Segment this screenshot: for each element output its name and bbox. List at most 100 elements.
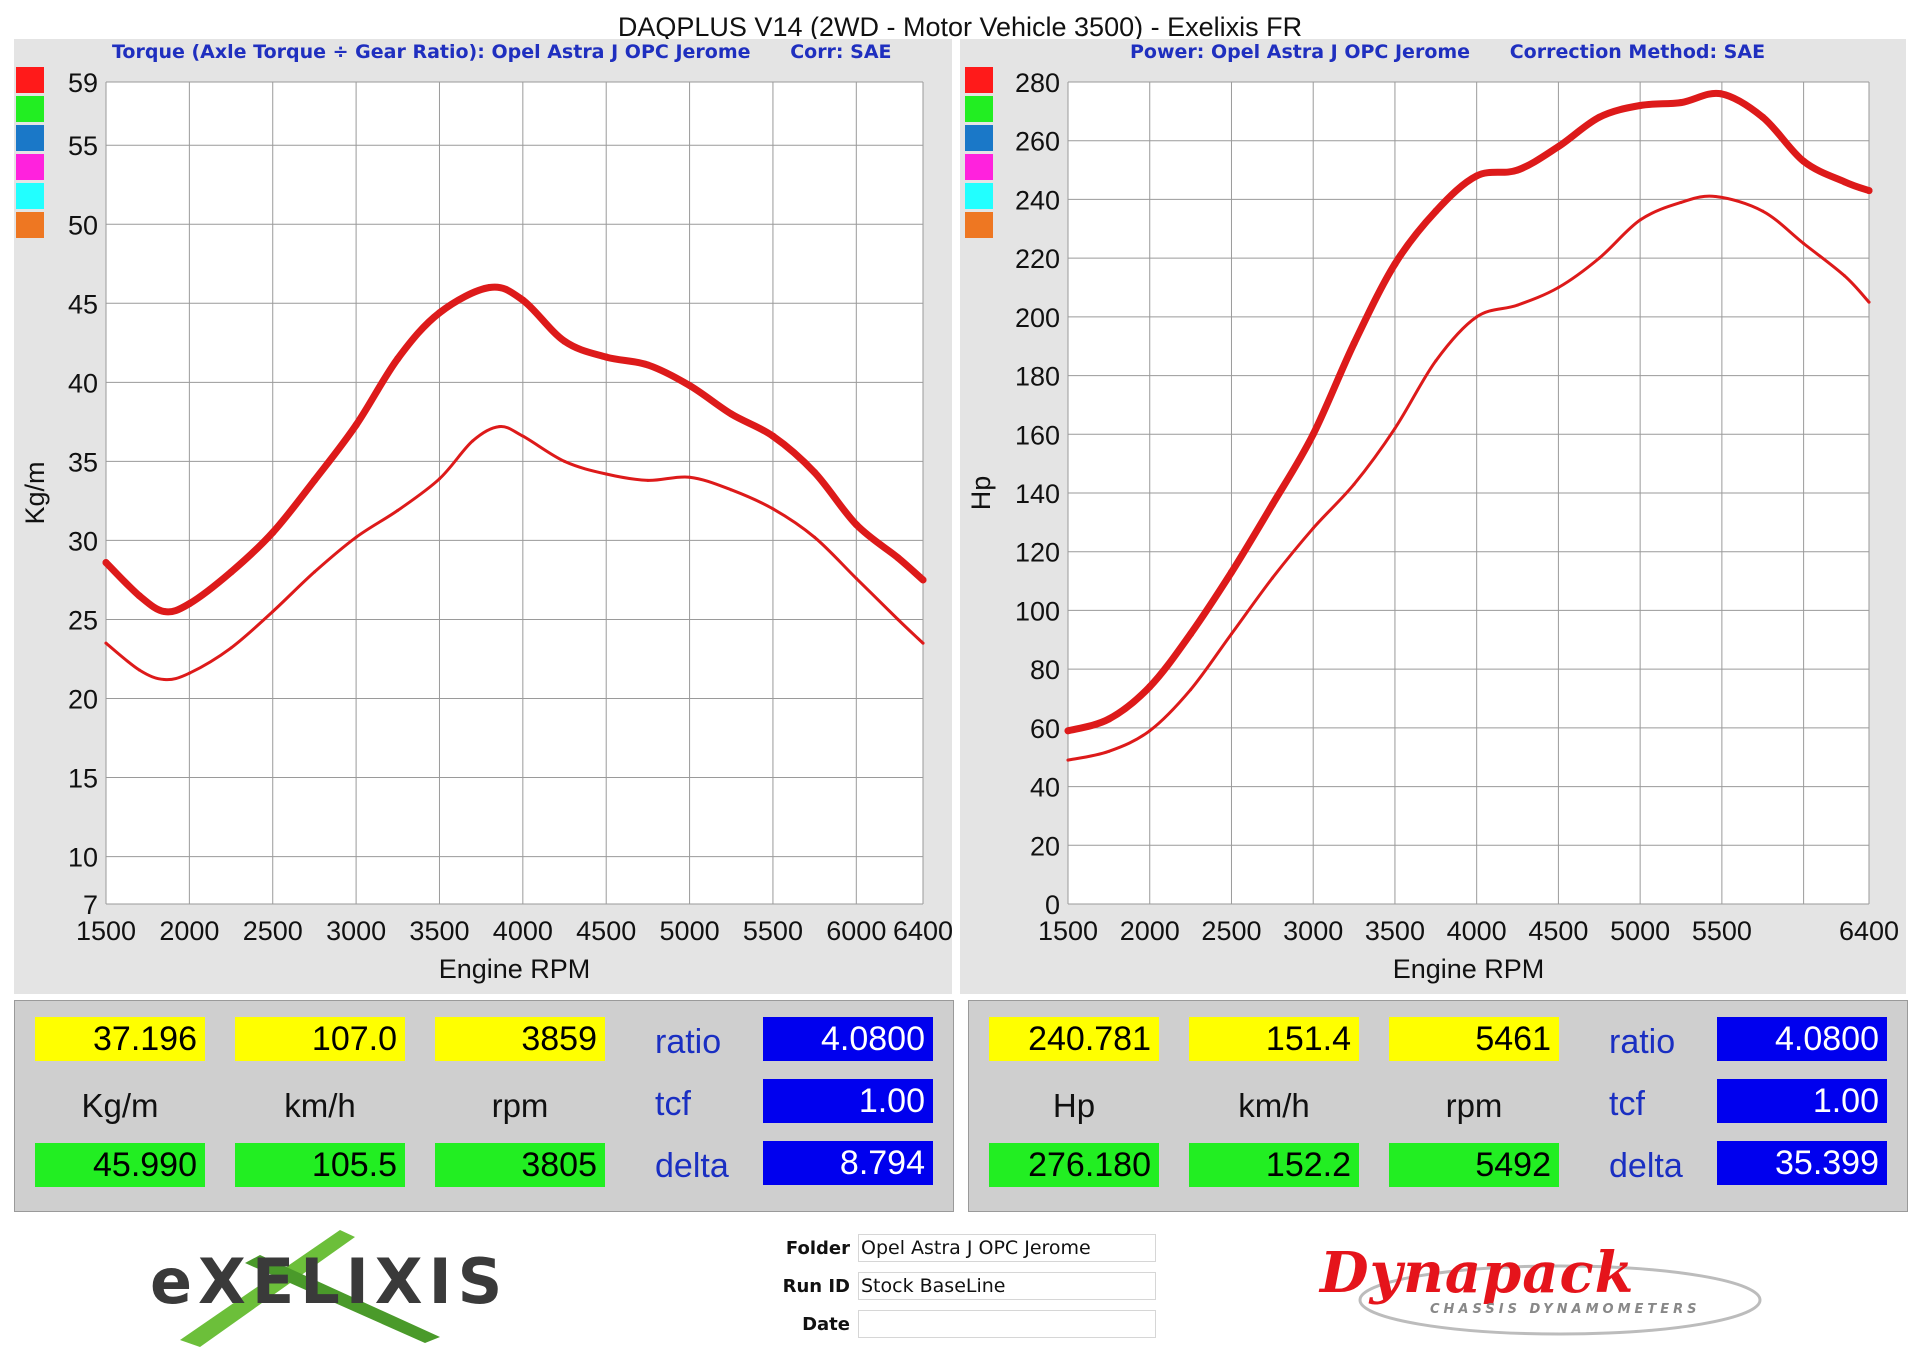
- power-series-2-point: [1475, 315, 1479, 319]
- power-y-tick-label: 20: [1030, 831, 1060, 861]
- readout-delta-value: 35.399: [1717, 1141, 1887, 1185]
- power-series-1-point: [1677, 99, 1685, 107]
- field-value-run-id[interactable]: Stock BaseLine: [858, 1272, 1156, 1300]
- field-label-folder: Folder: [785, 1238, 850, 1259]
- power-series-2-point: [1434, 359, 1438, 363]
- field-label-run-id: Run ID: [782, 1276, 850, 1297]
- readout-ratio-value: 4.0800: [1717, 1017, 1887, 1061]
- power-x-tick-label: 4500: [1528, 916, 1588, 946]
- torque-y-axis-label: Kg/m: [20, 461, 50, 524]
- readout-yellow-value: 240.781: [989, 1017, 1159, 1061]
- torque-series-1-point: [919, 576, 927, 584]
- series-color-swatch[interactable]: [965, 183, 993, 209]
- series-color-swatch[interactable]: [965, 125, 993, 151]
- power-y-axis-label: Hp: [966, 476, 996, 511]
- torque-series-2-point: [646, 478, 650, 482]
- torque-series-2-point: [854, 576, 858, 580]
- readout-ratio-label: ratio: [1609, 1023, 1676, 1061]
- torque-plot: 7 10 15 20 25 30 35 40 45 50 55 59 1500 2000 2500 3000 3…: [20, 68, 952, 984]
- power-series-2-point: [1270, 576, 1274, 580]
- series-color-swatch[interactable]: [16, 96, 44, 122]
- torque-series-line-1: [102, 283, 927, 616]
- torque-series-2-point: [162, 678, 166, 682]
- torque-y-tick-label: 40: [68, 368, 98, 398]
- torque-y-tick-label: 59: [68, 68, 98, 98]
- power-series-2-point: [1352, 482, 1356, 486]
- power-series-2-point: [1516, 303, 1520, 307]
- power-series-1-point: [1554, 143, 1562, 151]
- torque-series-1-point: [852, 521, 860, 529]
- readout-unit-label: Kg/m: [81, 1087, 159, 1124]
- torque-x-tick-label: 6000: [826, 916, 886, 946]
- power-y-tick-label: 240: [1015, 185, 1060, 215]
- torque-series-1-point: [769, 432, 777, 440]
- power-series-1-point: [1717, 90, 1725, 98]
- torque-series-1-point: [394, 355, 402, 363]
- torque-series-1-point: [102, 559, 110, 567]
- series-color-swatch[interactable]: [965, 67, 993, 93]
- power-chart-panel: Power: Opel Astra J OPC Jerome Correctio…: [960, 39, 1906, 994]
- series-color-swatch[interactable]: [16, 67, 44, 93]
- power-y-tick-label: 100: [1015, 596, 1060, 626]
- series-color-swatch[interactable]: [965, 96, 993, 122]
- torque-x-tick-label: 5500: [743, 916, 803, 946]
- report-title: DAQPLUS V14 (2WD - Motor Vehicle 3500) -…: [617, 12, 1303, 42]
- torque-series-2-point: [563, 459, 567, 463]
- field-value-folder[interactable]: Opel Astra J OPC Jerome: [858, 1234, 1156, 1262]
- readout-delta-label: delta: [655, 1147, 729, 1185]
- series-color-swatch[interactable]: [965, 154, 993, 180]
- power-series-1-point: [1840, 178, 1848, 186]
- torque-series-2-point: [437, 477, 441, 481]
- power-series-2-point: [1761, 209, 1765, 213]
- torque-y-tick-label: 35: [68, 447, 98, 477]
- readout-green-value: 3805: [435, 1143, 605, 1187]
- series-color-swatch[interactable]: [16, 154, 44, 180]
- readout-green-value: 105.5: [235, 1143, 405, 1187]
- torque-x-tick-label: 3500: [409, 916, 469, 946]
- power-y-tick-label: 200: [1015, 303, 1060, 333]
- series-color-swatch[interactable]: [16, 183, 44, 209]
- power-readout-panel: 240.781 151.4 5461 276.180 152.2 5492 Hp km/h rp…: [968, 1000, 1908, 1212]
- series-color-swatch[interactable]: [16, 125, 44, 151]
- power-series-2-point: [1842, 274, 1846, 278]
- power-series-1-point: [1391, 260, 1399, 268]
- power-y-tick-label: 80: [1030, 655, 1060, 685]
- power-series-1-point: [1432, 207, 1440, 215]
- torque-series-1-point: [561, 337, 569, 345]
- readout-unit-label: rpm: [491, 1087, 549, 1124]
- torque-series-2-point: [896, 617, 900, 621]
- torque-series-2-point: [497, 425, 501, 429]
- power-x-tick-label: 4000: [1447, 916, 1507, 946]
- torque-series-1-point: [602, 353, 610, 361]
- dynapack-logo-text: Dynapack: [1320, 1240, 1635, 1306]
- power-y-tick-label: 280: [1015, 68, 1060, 98]
- torque-series-1-point: [352, 421, 360, 429]
- power-y-tick-label: 40: [1030, 773, 1060, 803]
- readout-unit-label: rpm: [1445, 1087, 1503, 1124]
- torque-series-2-point: [354, 535, 358, 539]
- power-x-tick-label: 5000: [1610, 916, 1670, 946]
- power-series-1-point: [1227, 568, 1235, 576]
- readout-yellow-value: 37.196: [35, 1017, 205, 1061]
- readout-unit-label: km/h: [1238, 1087, 1310, 1124]
- torque-series-2-point: [271, 610, 275, 614]
- power-series-1-point: [1350, 339, 1358, 347]
- power-x-tick-label: 5500: [1692, 916, 1752, 946]
- power-x-tick-label: 2000: [1120, 916, 1180, 946]
- torque-chart-panel: Torque (Axle Torque ÷ Gear Ratio): Opel …: [14, 39, 952, 994]
- power-y-tick-label: 180: [1015, 362, 1060, 392]
- series-color-swatch[interactable]: [965, 212, 993, 238]
- torque-y-tick-label: 50: [68, 210, 98, 240]
- power-series-1-point: [1309, 430, 1317, 438]
- torque-series-2-point: [187, 671, 191, 675]
- power-chart-title: Power: Opel Astra J OPC Jerome Correctio…: [1130, 41, 1766, 63]
- field-value-date[interactable]: [858, 1310, 1156, 1338]
- power-series-2-point: [1867, 300, 1871, 304]
- series-color-swatch[interactable]: [16, 212, 44, 238]
- torque-series-1-point: [686, 382, 694, 390]
- exelixis-logo: eXELIXIS: [140, 1225, 580, 1350]
- torque-chart-title: Torque (Axle Torque ÷ Gear Ratio): Opel …: [112, 41, 892, 63]
- torque-series-2-point: [813, 535, 817, 539]
- power-plot: 0 20 40 60 80 100 120 140 160 180 200 220 240 260 280 1…: [966, 68, 1899, 984]
- torque-x-tick-label: 4500: [576, 916, 636, 946]
